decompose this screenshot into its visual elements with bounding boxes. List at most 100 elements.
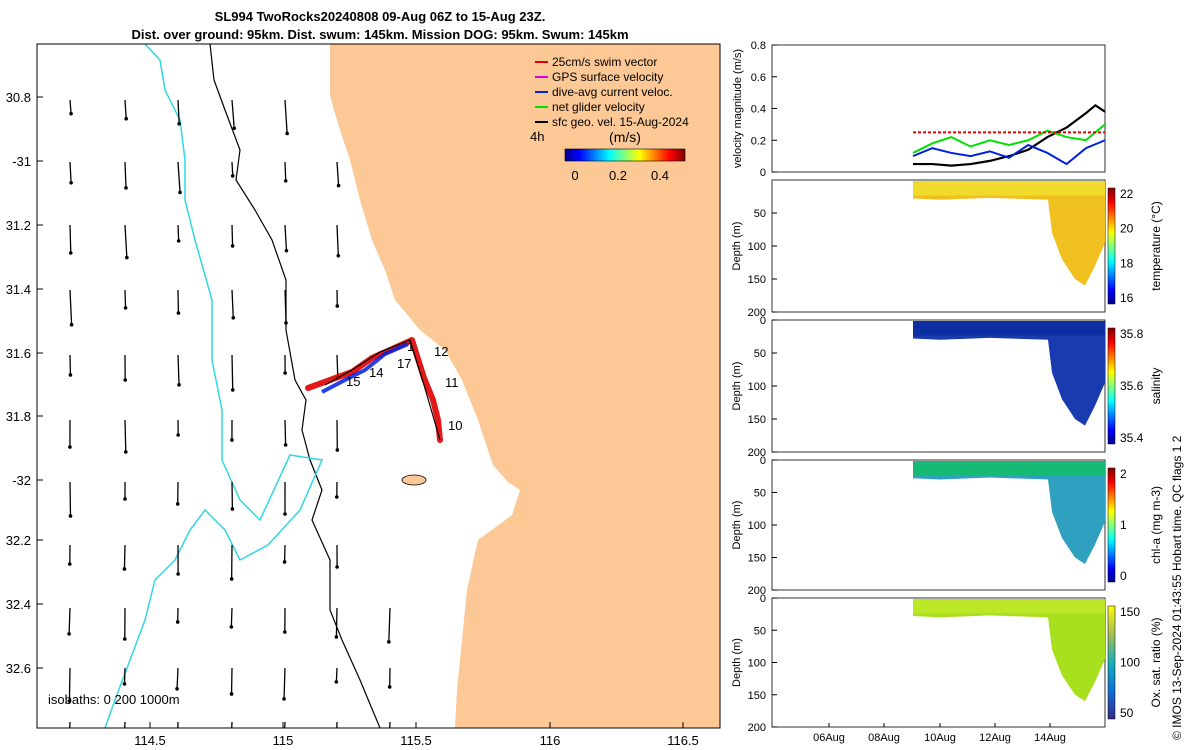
page-title: SL994 TwoRocks20240808 09-Aug 06Z to 15-… [214,9,546,24]
legend-entry: dive-avg current veloc. [552,85,673,99]
colorbar [1107,327,1116,445]
scale-label: 4h [530,129,544,144]
y-tick: 50 [754,625,766,637]
velocity-series [912,123,1106,154]
day-label: 15 [346,374,360,389]
y-tick: 150 [748,414,766,426]
profile-axes [771,44,1106,173]
colorbar-tick: 0 [1120,569,1127,583]
y-tick: 50 [754,208,766,220]
y-tick: 200 [748,722,766,734]
colorbar-tick: 35.8 [1120,327,1144,341]
map-y-tick: 31.6 [6,346,31,361]
colorbar-label: salinity [1149,368,1163,405]
legend-entry: sfc geo. vel. 15-Aug-2024 [552,115,689,129]
map-y-tick: -32 [12,473,31,488]
credit-text: © IMOS 13-Sep-2024 01:43:55 Hobart time.… [1170,435,1184,740]
y-tick: 150 [748,274,766,286]
y-axis-label: Depth (m) [731,362,743,411]
y-tick: 100 [748,658,766,670]
y-axis-label: Depth (m) [731,222,743,271]
map-y-tick: 31.4 [6,282,31,297]
x-tick: 12Aug [979,732,1011,744]
x-tick: 06Aug [813,732,845,744]
glider-track-black [324,339,441,441]
map-x-tick: 114.5 [134,733,166,748]
glider-track-blue [321,342,409,394]
colorbar-tick: 35.6 [1120,379,1144,393]
day-label: 10 [448,418,462,433]
y-tick: 200 [748,307,766,319]
map-y-tick: 30.8 [6,90,31,105]
map-x-tick: 116 [540,733,561,748]
colorbar-label: Ox. sat. ratio (%) [1149,617,1163,707]
y-tick: 0 [760,167,766,179]
map-y-tick: 32.2 [6,533,31,548]
colorbar-tick: 0.2 [609,168,627,183]
y-tick: 0 [760,455,766,467]
profile-section [913,321,1105,426]
y-tick: 200 [748,585,766,597]
velocity-series [913,103,1106,167]
profile-section [913,599,1105,702]
profile-surface-layer [913,599,1105,614]
colorbar-tick: 2 [1120,467,1127,481]
colorbar-tick: 1 [1120,518,1127,532]
colorbar-tick: 35.4 [1120,431,1144,445]
y-tick: 50 [754,488,766,500]
colorbar-label: temperature (°C) [1149,201,1163,291]
colorbar [1107,605,1116,720]
isobath-200 [209,44,381,728]
map-y-tick: 31.2 [6,218,31,233]
colorbar-tick: 20 [1120,222,1134,236]
colorbar-label: (m/s) [609,129,641,145]
y-tick: 50 [754,348,766,360]
profile-surface-layer [913,461,1105,476]
y-tick: 200 [748,447,766,459]
island [401,474,427,486]
map-x-tick: 115 [273,733,294,748]
colorbar-tick: 18 [1120,256,1134,270]
map-y-tick: 31.8 [6,409,31,424]
legend-entry: net glider velocity [552,100,645,114]
y-tick: 0 [760,315,766,327]
page-subtitle: Dist. over ground: 95km. Dist. swum: 145… [131,27,629,42]
colorbar-tick: 0 [571,168,578,183]
y-tick: 150 [748,553,766,565]
x-tick: 08Aug [868,732,900,744]
y-tick: 100 [748,241,766,253]
y-axis-label: Depth (m) [731,501,743,550]
x-tick: 14Aug [1034,732,1066,744]
y-tick: 150 [748,690,766,702]
y-axis-label: Depth (m) [731,638,743,687]
isobath-label: isobaths: 0 200 1000m [48,692,180,707]
y-tick: 100 [748,381,766,393]
colorbar-label: chl-a (mg m-3) [1149,486,1163,564]
day-label: 12 [434,344,448,359]
y-tick: 0.6 [751,72,766,84]
profile-section [913,181,1105,286]
map-x-tick: 116.5 [667,733,699,748]
colorbar-tick: 50 [1120,706,1134,720]
colorbar-tick: 22 [1120,187,1134,201]
x-tick: 10Aug [924,732,956,744]
profile-section [913,461,1105,564]
y-tick: 0 [760,593,766,605]
day-label: 11 [445,375,459,390]
day-label: 1 [407,339,414,354]
colorbar-tick: 16 [1120,291,1134,305]
profile-surface-layer [913,321,1105,336]
map-y-tick: -31 [12,154,31,169]
day-label: 17 [397,356,411,371]
land-mass [330,44,720,728]
y-axis-label: velocity magnitude (m/s) [732,49,744,168]
colorbar [1107,187,1116,305]
colorbar-tick: 100 [1120,656,1140,670]
y-tick: 0.2 [751,135,766,147]
speed-colorbar [564,148,686,162]
y-tick: 0.4 [751,104,766,116]
map-y-tick: 32.6 [6,661,31,676]
colorbar-tick: 0.4 [651,168,669,183]
colorbar [1107,467,1116,583]
